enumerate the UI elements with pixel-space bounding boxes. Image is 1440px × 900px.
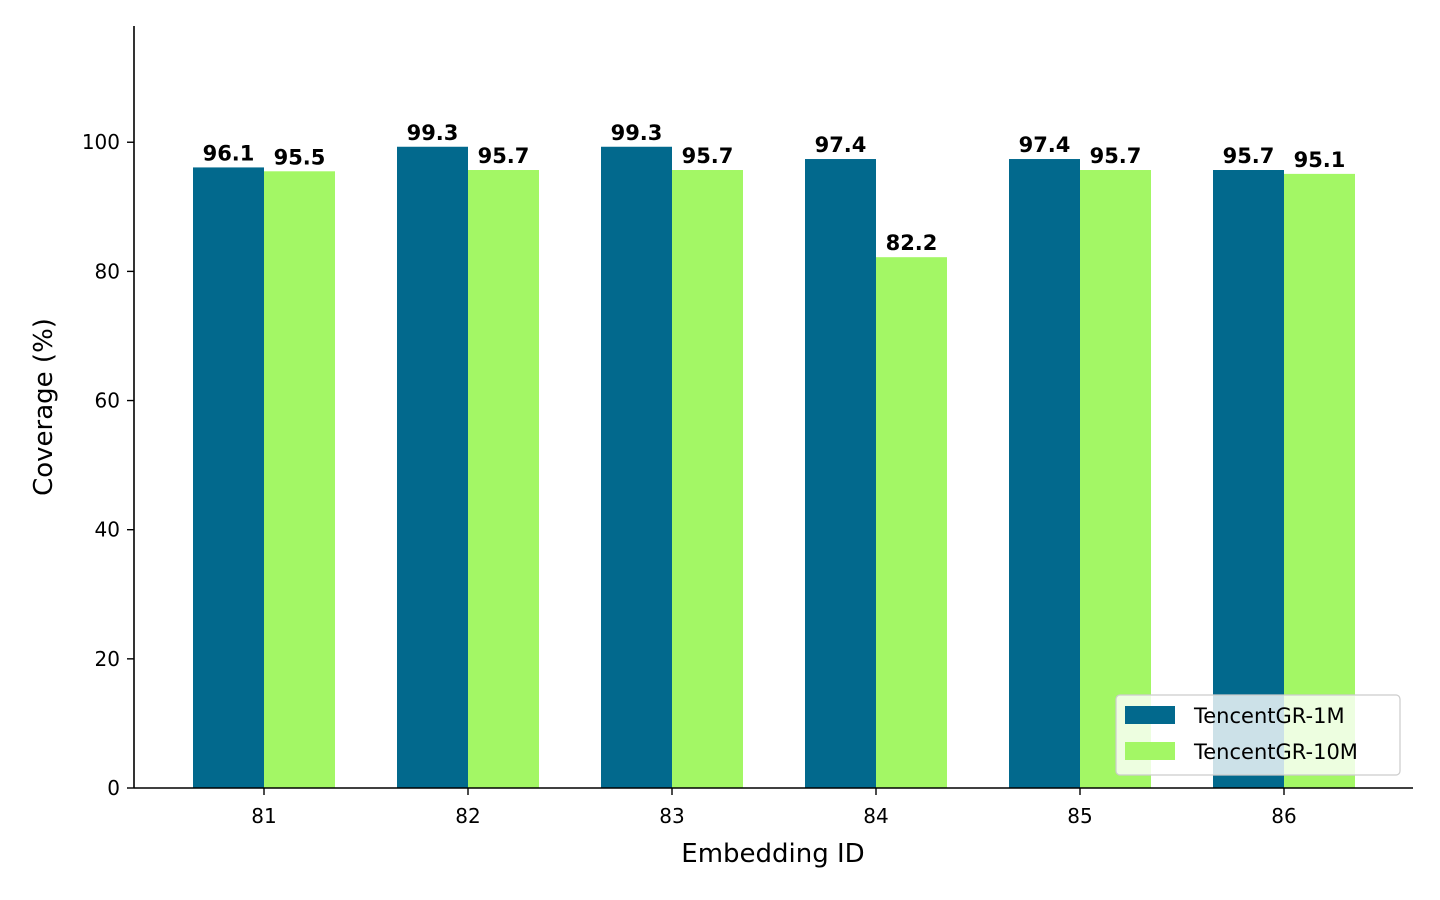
bar-label-tencentgr-1m-84: 97.4 [815, 133, 867, 157]
y-tick-label: 100 [82, 130, 120, 154]
legend-swatch-10m [1125, 742, 1175, 760]
y-axis-title: Coverage (%) [29, 318, 59, 496]
bar-labels-layer: 96.1 95.5 99.3 95.7 99.3 95.7 97.4 82.2 97.4 95.7… [203, 121, 1346, 255]
bar-label-tencentgr-1m-82: 99.3 [407, 121, 459, 145]
bar-tencentgr-1m-84 [805, 159, 876, 789]
x-axis-title: Embedding ID [681, 839, 864, 869]
x-tick-label: 82 [455, 804, 480, 828]
y-tick-label: 40 [95, 518, 120, 542]
y-tick-label: 80 [95, 259, 120, 283]
y-ticks: 0 20 40 60 80 100 [82, 130, 134, 800]
bars-layer [193, 146, 1355, 789]
legend-label-10m: TencentGR-10M [1193, 740, 1358, 764]
bar-label-tencentgr-1m-85: 97.4 [1019, 133, 1071, 157]
bar-tencentgr-10m-83 [672, 170, 743, 789]
bar-tencentgr-1m-85 [1009, 159, 1080, 789]
bar-tencentgr-1m-83 [601, 146, 672, 788]
y-tick-label: 0 [107, 776, 120, 800]
x-tick-label: 85 [1067, 804, 1092, 828]
y-tick-label: 20 [95, 647, 120, 671]
axes [133, 26, 1413, 789]
bar-tencentgr-1m-82 [397, 146, 468, 788]
bar-tencentgr-10m-82 [468, 170, 539, 789]
bar-label-tencentgr-10m-81: 95.5 [274, 145, 326, 169]
bar-tencentgr-10m-86 [1284, 173, 1355, 789]
x-tick-label: 84 [863, 804, 888, 828]
legend: TencentGR-1M TencentGR-10M [1115, 694, 1401, 776]
bar-tencentgr-1m-86 [1213, 170, 1284, 789]
y-tick-label: 60 [95, 389, 120, 413]
x-ticks: 81 82 83 84 85 86 [251, 788, 1297, 828]
legend-box [1115, 694, 1401, 776]
bar-label-tencentgr-1m-86: 95.7 [1223, 144, 1275, 168]
bar-label-tencentgr-1m-83: 99.3 [611, 121, 663, 145]
bar-label-tencentgr-10m-86: 95.1 [1294, 148, 1346, 172]
bar-label-tencentgr-1m-81: 96.1 [203, 141, 255, 165]
x-tick-label: 81 [251, 804, 276, 828]
bar-label-tencentgr-10m-84: 82.2 [886, 231, 938, 255]
bar-tencentgr-10m-84 [876, 257, 947, 788]
bar-label-tencentgr-10m-83: 95.7 [682, 144, 734, 168]
bar-tencentgr-10m-85 [1080, 170, 1151, 789]
bar-tencentgr-10m-81 [264, 171, 335, 788]
legend-swatch-1m [1125, 706, 1175, 724]
x-tick-label: 86 [1271, 804, 1296, 828]
bar-label-tencentgr-10m-85: 95.7 [1090, 144, 1142, 168]
bar-label-tencentgr-10m-82: 95.7 [478, 144, 530, 168]
legend-label-1m: TencentGR-1M [1193, 704, 1345, 728]
x-tick-label: 83 [659, 804, 684, 828]
bar-tencentgr-1m-81 [193, 167, 264, 789]
